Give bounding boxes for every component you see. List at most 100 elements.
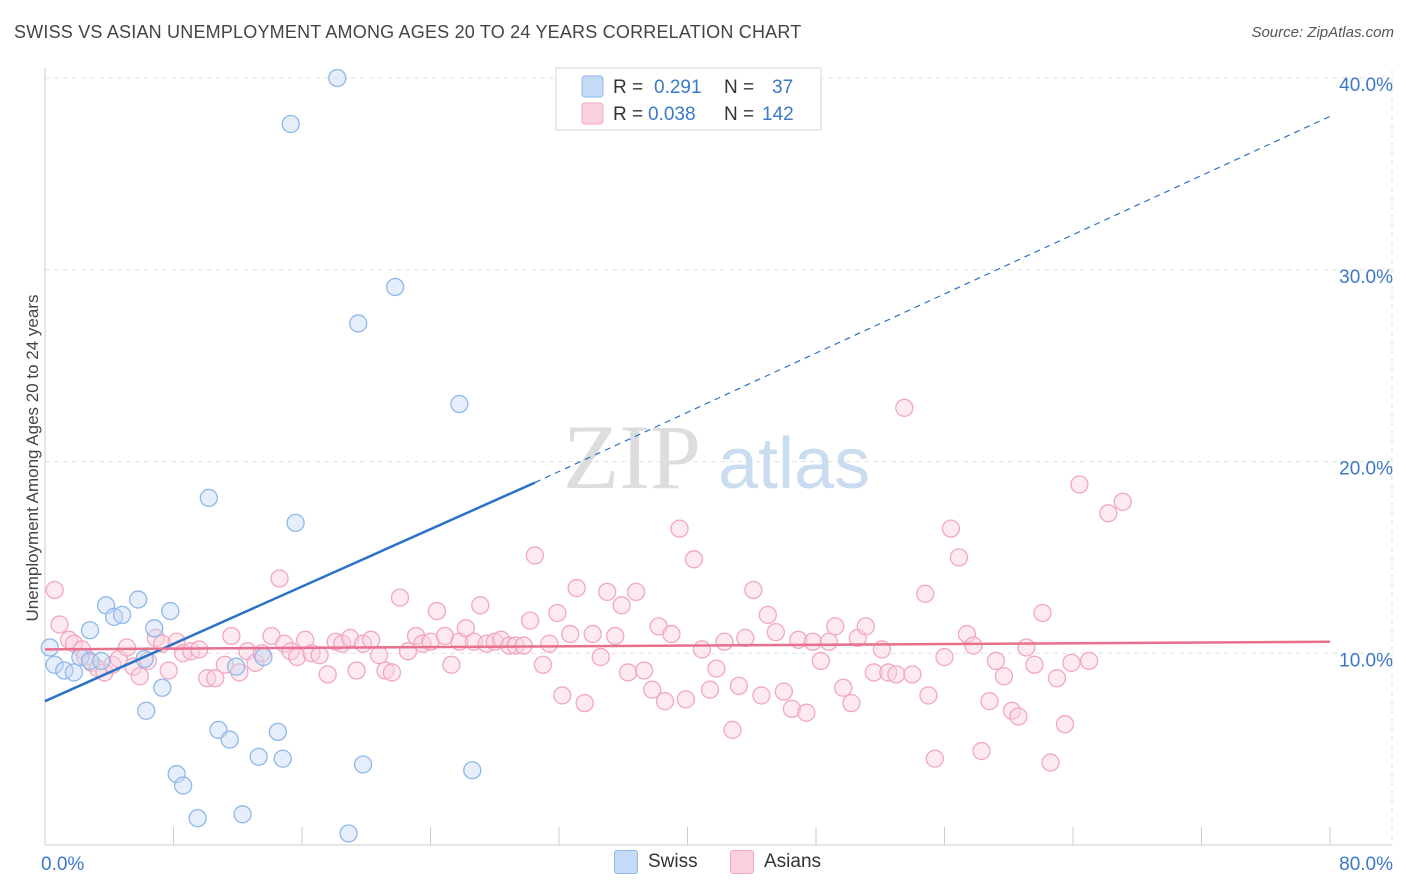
watermark-zip: ZIP — [563, 406, 701, 508]
asians-point-118 — [903, 665, 922, 684]
asians-point-77 — [598, 582, 617, 602]
swiss-point-19 — [188, 809, 207, 828]
asians-point-38 — [318, 665, 337, 684]
asians-point-122 — [935, 647, 954, 667]
swiss-point-11 — [129, 590, 148, 609]
legend-asians-r-label: R = — [613, 104, 643, 125]
asians-point-45 — [369, 646, 389, 665]
asians-point-141 — [1079, 651, 1099, 671]
asians-point-123 — [941, 519, 961, 538]
asians-point-67 — [525, 546, 545, 565]
asians-point-133 — [1017, 638, 1036, 657]
legend-swiss-swatch — [581, 75, 604, 98]
swiss-point-37 — [463, 761, 482, 780]
legend-label-swiss: Swiss — [648, 851, 698, 872]
swiss-point-32 — [339, 824, 358, 843]
asians-point-129 — [986, 651, 1006, 671]
asians-point-13 — [130, 667, 149, 686]
asians-point-132 — [1009, 707, 1028, 726]
asians-point-85 — [655, 692, 675, 711]
asians-point-99 — [758, 605, 777, 625]
asians-point-53 — [427, 601, 447, 621]
asians-point-75 — [583, 624, 602, 644]
asians-point-109 — [834, 678, 853, 697]
legend-swiss-n-label: N = — [724, 77, 754, 98]
swiss-point-3 — [64, 663, 84, 682]
swiss-point-35 — [386, 277, 405, 297]
swiss-point-20 — [199, 488, 218, 508]
asians-point-57 — [456, 619, 475, 638]
asians-point-72 — [561, 624, 580, 644]
asians-point-124 — [949, 548, 969, 567]
asians-point-0 — [45, 580, 64, 600]
legend-item-swiss: Swiss — [614, 850, 698, 874]
legend-swiss-r-label: R = — [613, 77, 643, 98]
asians-point-108 — [826, 617, 845, 636]
asians-point-17 — [159, 661, 178, 680]
asians-point-125 — [957, 624, 977, 644]
asians-point-83 — [643, 680, 662, 699]
asians-point-97 — [744, 580, 763, 600]
asians-point-137 — [1047, 669, 1067, 688]
asians-point-134 — [1025, 655, 1044, 674]
legend-asians-swatch — [581, 102, 604, 125]
swiss-point-30 — [286, 513, 305, 533]
trend-lines — [44, 115, 1331, 703]
tick-labels: 10.0% 20.0% 30.0% 40.0% 0.0% 80.0% — [41, 75, 1393, 875]
asians-point-92 — [707, 659, 726, 678]
asians-point-47 — [382, 663, 402, 682]
asians-point-119 — [916, 584, 935, 603]
legend-asians-n-value: 142 — [762, 104, 794, 125]
swiss-point-28 — [273, 749, 292, 768]
gridlines — [45, 70, 1393, 845]
asians-point-121 — [925, 749, 945, 768]
swiss-point-12 — [145, 619, 164, 638]
asians-point-70 — [548, 603, 567, 623]
asians-point-101 — [774, 682, 794, 701]
asians-point-82 — [634, 661, 654, 680]
asians-point-91 — [700, 680, 720, 699]
asians-point-46 — [376, 661, 395, 680]
asians-point-135 — [1033, 603, 1052, 623]
asians-point-81 — [626, 582, 646, 602]
x-tick-label-1: 80.0% — [1339, 854, 1393, 875]
swiss-point-36 — [450, 394, 469, 414]
asians-point-88 — [676, 690, 696, 709]
asians-point-93 — [715, 632, 734, 651]
asians-point-37 — [310, 646, 329, 665]
asians-point-139 — [1062, 653, 1081, 672]
asians-point-110 — [842, 693, 861, 713]
asians-point-142 — [1099, 504, 1118, 523]
asians-point-128 — [980, 692, 999, 711]
swiss-points — [40, 68, 482, 843]
asians-point-80 — [618, 663, 638, 682]
swiss-point-23 — [226, 657, 246, 676]
y-tick-label-2: 30.0% — [1339, 267, 1393, 288]
swiss-point-7 — [80, 621, 100, 640]
asians-point-1 — [50, 615, 69, 634]
legend-label-asians: Asians — [764, 851, 822, 872]
asians-point-24 — [215, 655, 235, 674]
asians-point-130 — [994, 667, 1014, 686]
asians-point-136 — [1041, 753, 1060, 772]
y-tick-label-0: 10.0% — [1339, 650, 1393, 671]
asians-trend-line — [44, 640, 1331, 651]
asians-point-39 — [326, 632, 345, 651]
swiss-point-16 — [137, 701, 156, 720]
swiss-point-18 — [173, 776, 193, 795]
asians-point-11 — [117, 638, 137, 657]
source-label: Source: ZipAtlas.com — [1251, 24, 1394, 41]
asians-point-116 — [887, 665, 906, 684]
swiss-point-25 — [249, 747, 268, 766]
swiss-point-33 — [349, 314, 368, 333]
asians-point-102 — [782, 699, 802, 719]
swiss-point-26 — [254, 647, 273, 667]
swiss-trend-extension — [534, 115, 1331, 484]
legend-item-asians: Asians — [730, 850, 821, 874]
legend-swiss-r-value: 0.291 — [654, 77, 702, 98]
swiss-point-13 — [161, 601, 180, 621]
asians-point-71 — [553, 686, 572, 705]
swiss-point-17 — [167, 764, 186, 784]
asians-point-59 — [471, 596, 490, 615]
